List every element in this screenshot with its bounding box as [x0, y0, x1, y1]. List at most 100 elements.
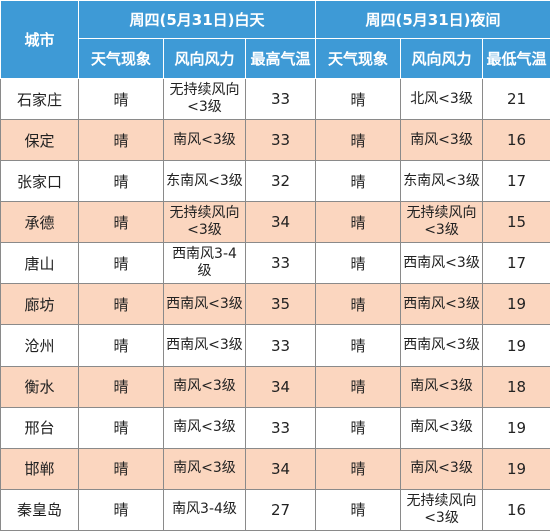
- low-temp-cell: 18: [482, 365, 550, 408]
- night-wind-cell: 西南风<3级: [400, 283, 484, 326]
- city-column-header: 城市: [0, 0, 79, 79]
- table-row: 衡水 晴 南风<3级 34 晴 南风<3级 18: [0, 365, 550, 408]
- table-row: 石家庄 晴 无持续风向<3级 33 晴 北风<3级 21: [0, 77, 550, 121]
- low-temp-cell: 15: [482, 201, 550, 244]
- day-wind-cell: 西南风3-4级: [163, 242, 246, 285]
- day-weather-cell: 晴: [78, 447, 164, 490]
- day-weather-header: 天气现象: [78, 38, 164, 79]
- day-weather-cell: 晴: [78, 242, 164, 285]
- table-row: 张家口 晴 东南风<3级 32 晴 东南风<3级 17: [0, 160, 550, 203]
- day-wind-cell: 南风<3级: [163, 406, 246, 449]
- city-cell: 张家口: [0, 160, 79, 203]
- night-weather-header: 天气现象: [315, 38, 402, 79]
- night-wind-cell: 南风<3级: [400, 447, 484, 490]
- day-wind-cell: 西南风<3级: [163, 283, 246, 326]
- high-temp-cell: 33: [244, 242, 317, 285]
- day-weather-cell: 晴: [78, 488, 164, 531]
- header-row-groups: 城市 周四(5月31日)白天 周四(5月31日)夜间: [0, 0, 550, 79]
- low-temp-cell: 19: [482, 283, 550, 326]
- low-temp-cell: 21: [482, 77, 550, 121]
- city-cell: 沧州: [0, 324, 79, 367]
- night-weather-cell: 晴: [315, 488, 402, 531]
- city-cell: 秦皇岛: [0, 488, 79, 531]
- night-wind-cell: 南风<3级: [400, 119, 484, 162]
- high-temp-cell: 35: [244, 283, 317, 326]
- day-weather-cell: 晴: [78, 119, 164, 162]
- day-group-header: 周四(5月31日)白天: [77, 0, 317, 39]
- day-wind-header: 风向风力: [163, 38, 246, 79]
- low-temp-cell: 17: [482, 242, 550, 285]
- day-weather-cell: 晴: [78, 324, 164, 367]
- table-row: 沧州 晴 西南风<3级 33 晴 西南风<3级 19: [0, 324, 550, 367]
- day-weather-cell: 晴: [78, 406, 164, 449]
- city-cell: 邯郸: [0, 447, 79, 490]
- city-cell: 石家庄: [0, 77, 79, 121]
- night-weather-cell: 晴: [315, 447, 402, 490]
- night-wind-cell: 无持续风向<3级: [400, 201, 484, 244]
- table-row: 邯郸 晴 南风<3级 34 晴 南风<3级 19: [0, 447, 550, 490]
- night-weather-cell: 晴: [315, 365, 402, 408]
- low-temp-cell: 16: [482, 119, 550, 162]
- low-temp-cell: 17: [482, 160, 550, 203]
- night-weather-cell: 晴: [315, 160, 402, 203]
- high-temp-cell: 33: [244, 324, 317, 367]
- low-temp-cell: 19: [482, 447, 550, 490]
- table-row: 廊坊 晴 西南风<3级 35 晴 西南风<3级 19: [0, 283, 550, 326]
- day-wind-cell: 南风3-4级: [163, 488, 246, 531]
- table-row: 秦皇岛 晴 南风3-4级 27 晴 无持续风向<3级 16: [0, 488, 550, 531]
- night-wind-cell: 西南风<3级: [400, 242, 484, 285]
- day-weather-cell: 晴: [78, 201, 164, 244]
- day-weather-cell: 晴: [78, 365, 164, 408]
- high-temp-cell: 33: [244, 406, 317, 449]
- night-weather-cell: 晴: [315, 201, 402, 244]
- night-wind-cell: 西南风<3级: [400, 324, 484, 367]
- table-row: 邢台 晴 南风<3级 33 晴 南风<3级 19: [0, 406, 550, 449]
- city-cell: 衡水: [0, 365, 79, 408]
- high-temp-cell: 34: [244, 447, 317, 490]
- city-cell: 保定: [0, 119, 79, 162]
- night-wind-cell: 无持续风向<3级: [400, 488, 484, 531]
- day-wind-cell: 西南风<3级: [163, 324, 246, 367]
- day-wind-cell: 南风<3级: [163, 447, 246, 490]
- night-wind-cell: 南风<3级: [400, 365, 484, 408]
- night-group-header: 周四(5月31日)夜间: [315, 0, 550, 39]
- night-weather-cell: 晴: [315, 283, 402, 326]
- day-wind-cell: 无持续风向<3级: [163, 201, 246, 244]
- high-temp-cell: 34: [244, 201, 317, 244]
- table-row: 唐山 晴 西南风3-4级 33 晴 西南风<3级 17: [0, 242, 550, 285]
- day-weather-cell: 晴: [78, 283, 164, 326]
- day-wind-cell: 南风<3级: [163, 365, 246, 408]
- high-temp-cell: 27: [244, 488, 317, 531]
- night-weather-cell: 晴: [315, 324, 402, 367]
- high-temp-cell: 33: [244, 119, 317, 162]
- high-temp-cell: 34: [244, 365, 317, 408]
- city-cell: 承德: [0, 201, 79, 244]
- high-temp-cell: 33: [244, 77, 317, 121]
- night-weather-cell: 晴: [315, 119, 402, 162]
- night-weather-cell: 晴: [315, 406, 402, 449]
- city-cell: 廊坊: [0, 283, 79, 326]
- high-temp-cell: 32: [244, 160, 317, 203]
- low-temp-header: 最低气温: [482, 38, 550, 79]
- day-weather-cell: 晴: [78, 160, 164, 203]
- day-wind-cell: 南风<3级: [163, 119, 246, 162]
- night-weather-cell: 晴: [315, 242, 402, 285]
- city-cell: 邢台: [0, 406, 79, 449]
- city-cell: 唐山: [0, 242, 79, 285]
- night-wind-header: 风向风力: [400, 38, 484, 79]
- low-temp-cell: 19: [482, 324, 550, 367]
- day-wind-cell: 无持续风向<3级: [163, 77, 246, 121]
- night-wind-cell: 东南风<3级: [400, 160, 484, 203]
- day-weather-cell: 晴: [78, 77, 164, 121]
- day-wind-cell: 东南风<3级: [163, 160, 246, 203]
- night-wind-cell: 南风<3级: [400, 406, 484, 449]
- high-temp-header: 最高气温: [244, 38, 317, 79]
- low-temp-cell: 16: [482, 488, 550, 531]
- night-wind-cell: 北风<3级: [400, 77, 484, 121]
- low-temp-cell: 19: [482, 406, 550, 449]
- night-weather-cell: 晴: [315, 77, 402, 121]
- table-row: 承德 晴 无持续风向<3级 34 晴 无持续风向<3级 15: [0, 201, 550, 244]
- header-row-columns: 天气现象 风向风力 最高气温 天气现象 风向风力 最低气温: [1, 38, 550, 79]
- table-row: 保定 晴 南风<3级 33 晴 南风<3级 16: [0, 119, 550, 162]
